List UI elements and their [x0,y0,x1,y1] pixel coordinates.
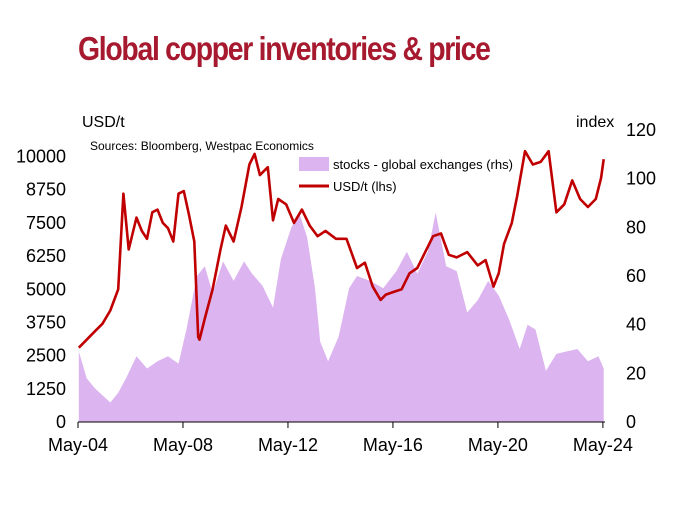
left-tick-label: 1250 [26,379,66,399]
right-tick-label: 40 [626,315,646,335]
plot-area [77,149,605,422]
legend-swatch-stocks [299,157,329,171]
right-tick-label: 60 [626,266,646,286]
legend-label-price: USD/t (lhs) [333,179,397,194]
x-tick-label: May-04 [48,435,108,455]
legend: stocks - global exchanges (rhs) USD/t (l… [299,157,513,194]
right-axis-label: index [576,114,614,131]
price-line-series [77,149,605,349]
right-axis-ticks: 0 20 40 60 80 100 120 [626,120,656,432]
left-tick-label: 8750 [26,180,66,200]
right-tick-label: 20 [626,363,646,383]
x-axis-ticks: May-04 May-08 May-12 May-16 May-20 May-24 [48,422,633,455]
right-tick-label: 0 [626,412,636,432]
axes: May-04 May-08 May-12 May-16 May-20 May-24 0 12… [16,120,656,455]
chart-title: Global copper inventories & price [78,30,491,67]
left-tick-label: 0 [56,412,66,432]
x-tick-label: May-20 [468,435,528,455]
right-tick-label: 120 [626,120,656,140]
right-tick-label: 80 [626,217,646,237]
x-tick-label: May-16 [363,435,423,455]
left-tick-label: 3750 [26,312,66,332]
left-tick-label: 5000 [26,279,66,299]
left-axis-ticks: 0 1250 2500 3750 5000 6250 7500 8750 10000 [16,147,66,432]
right-tick-label: 100 [626,169,656,189]
source-note: Sources: Bloomberg, Westpac Economics [90,139,314,153]
x-tick-label: May-12 [258,435,318,455]
left-tick-label: 7500 [26,213,66,233]
x-tick-label: May-08 [153,435,213,455]
stocks-area-series [78,212,604,422]
left-axis-label: USD/t [82,114,125,131]
left-tick-label: 10000 [16,147,66,167]
left-tick-label: 2500 [26,346,66,366]
legend-label-stocks: stocks - global exchanges (rhs) [333,157,513,172]
x-tick-label: May-24 [573,435,633,455]
left-tick-label: 6250 [26,246,66,266]
